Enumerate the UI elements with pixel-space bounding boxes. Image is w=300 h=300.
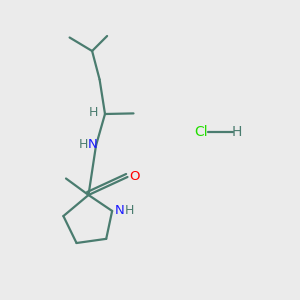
- Text: H: H: [232, 125, 242, 139]
- Text: H: H: [125, 204, 134, 217]
- Text: N: N: [88, 138, 98, 151]
- Text: Cl: Cl: [194, 125, 208, 139]
- Text: O: O: [129, 170, 139, 184]
- Text: H: H: [79, 138, 88, 151]
- Text: N: N: [115, 204, 124, 217]
- Text: H: H: [89, 106, 98, 119]
